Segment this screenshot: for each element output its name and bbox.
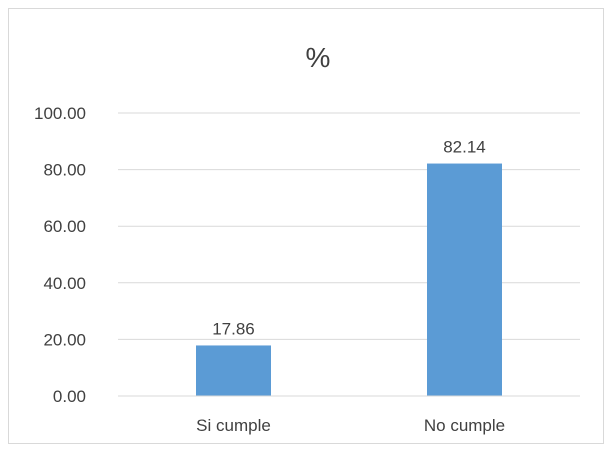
x-axis: Si cumple No cumple	[118, 395, 580, 435]
y-tick-label: 100.00	[34, 104, 86, 123]
category-label: Si cumple	[196, 416, 271, 435]
y-tick-label: 60.00	[43, 217, 86, 236]
bar	[196, 345, 271, 396]
bars: 17.86 82.14	[196, 138, 502, 396]
y-tick-label: 0.00	[53, 387, 86, 406]
data-label: 82.14	[443, 138, 486, 157]
chart-title: %	[306, 42, 331, 73]
y-tick-label: 20.00	[43, 330, 86, 349]
gridlines	[118, 112, 580, 340]
data-label: 17.86	[212, 319, 255, 338]
y-axis: 0.00 20.00 40.00 60.00 80.00 100.00	[34, 104, 86, 406]
bar	[427, 163, 502, 396]
y-tick-label: 40.00	[43, 274, 86, 293]
category-label: No cumple	[424, 416, 505, 435]
y-tick-label: 80.00	[43, 161, 86, 180]
